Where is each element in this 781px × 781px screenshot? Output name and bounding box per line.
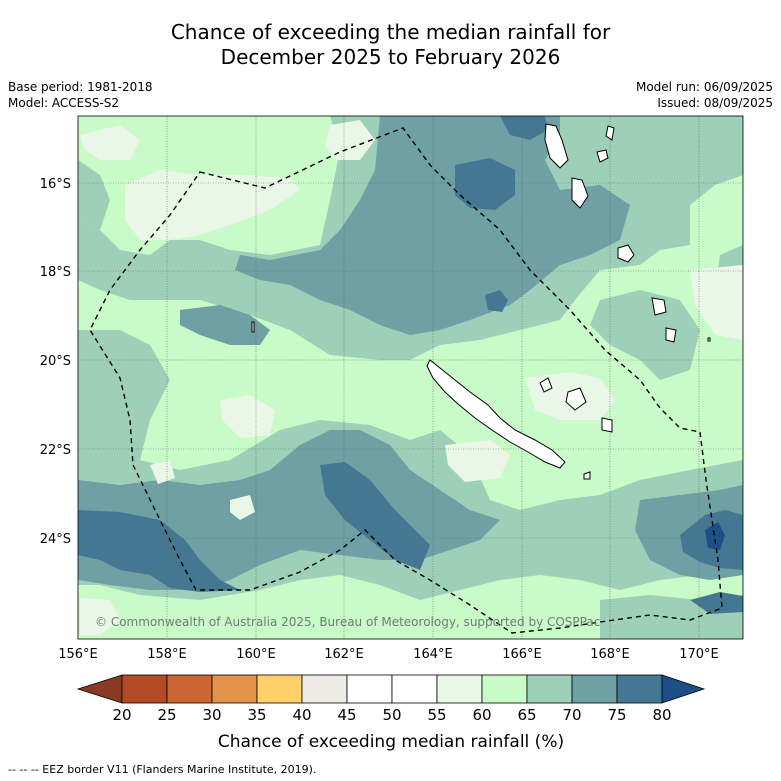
vanuatu-island-b: [605, 125, 615, 141]
lat-label: 20°S: [40, 354, 71, 369]
band-75-80-center: [320, 462, 430, 570]
colorbar-segment: [481, 674, 528, 704]
vanuatu-espiritu-santo: [544, 123, 569, 169]
lon-label: 164°E: [413, 647, 453, 662]
graticule: [78, 116, 743, 639]
model-name: Model: ACCESS-S2: [8, 96, 120, 110]
colorbar-tick: 50: [382, 706, 401, 724]
latitude-labels: 16°S 18°S 20°S 22°S 24°S: [40, 177, 71, 547]
colorbar-segment: [256, 674, 303, 704]
contour-field: [78, 116, 743, 639]
matthew-island: [707, 337, 711, 342]
lon-label: 166°E: [502, 647, 542, 662]
band-65-70-west: [78, 330, 170, 470]
colorbar-segment: [571, 674, 618, 704]
isle-of-pines: [583, 471, 591, 480]
loyalty-island-2: [565, 387, 587, 411]
band-55-60-ne: [690, 265, 743, 340]
band-75-80-spot: [485, 290, 508, 312]
band-80-plus: [705, 522, 725, 550]
colorbar-segment: [301, 674, 348, 704]
band-55-60-nw2: [325, 120, 375, 160]
lon-label: 158°E: [147, 647, 187, 662]
longitude-labels: 156°E 158°E 160°E 162°E 164°E 166°E 168°…: [58, 647, 719, 662]
band-75-80-nc: [455, 158, 515, 210]
lat-label: 18°S: [40, 265, 71, 280]
colorbar-segment: [391, 674, 438, 704]
issued-date: Issued: 08/09/2025: [657, 96, 773, 110]
colorbar-segment: [121, 674, 168, 704]
vanuatu-malekula: [571, 177, 589, 209]
coastlines: [251, 123, 711, 480]
colorbar-arrow-high: [661, 674, 706, 704]
copyright-text: © Commonwealth of Australia 2025, Bureau…: [95, 615, 600, 629]
colorbar-tick: 65: [517, 706, 536, 724]
meta-left: Base period: 1981-2018 Model: ACCESS-S2: [8, 79, 153, 111]
vanuatu-tanna: [665, 327, 677, 343]
band-55-60-spot2: [150, 460, 175, 484]
colorbar-segment: [346, 674, 393, 704]
colorbar-segment: [166, 674, 213, 704]
title-line-2: December 2025 to February 2026: [220, 45, 561, 69]
colorbar-tick: 75: [607, 706, 626, 724]
band-55-60-sw: [80, 598, 120, 635]
eez-border: [89, 127, 723, 634]
band-75-80-south: [78, 510, 240, 592]
band-65-70-east: [590, 290, 700, 380]
colorbar: [76, 674, 706, 704]
band-55-60-c: [445, 440, 510, 482]
lon-label: 156°E: [58, 647, 98, 662]
band-55-60-n: [125, 170, 300, 240]
colorbar-segment: [211, 674, 258, 704]
colorbar-segment: [436, 674, 483, 704]
lon-label: 162°E: [324, 647, 364, 662]
colorbar-tick: 20: [112, 706, 131, 724]
model-run: Model run: 06/09/2025: [635, 80, 773, 94]
colorbar-tick: 25: [157, 706, 176, 724]
band-55-60-nw: [80, 125, 140, 160]
colorbar-ticks: 20 25 30 35 40 45 50 55 60 65 70 75 80: [112, 706, 671, 724]
lon-label: 160°E: [236, 647, 276, 662]
base-period: Base period: 1981-2018: [8, 80, 153, 94]
colorbar-tick: 35: [247, 706, 266, 724]
colorbar-tick: 60: [472, 706, 491, 724]
chart-title: Chance of exceeding the median rainfall …: [0, 20, 781, 70]
vanuatu-erromango: [651, 297, 667, 316]
colorbar-tick: 80: [652, 706, 671, 724]
colorbar-segment: [526, 674, 573, 704]
band-55-60-w: [220, 395, 275, 438]
lat-label: 24°S: [40, 532, 71, 547]
vanuatu-efate: [617, 244, 635, 263]
chesterfield-islands: [251, 321, 255, 333]
colorbar-tick: 30: [202, 706, 221, 724]
loyalty-island-3: [601, 417, 613, 433]
band-65-70-left: [78, 160, 110, 230]
new-caledonia-island: [426, 359, 566, 469]
band-75-80-north: [500, 116, 548, 140]
band-70-75: [235, 116, 630, 335]
colorbar-tick: 40: [292, 706, 311, 724]
colorbar-tick: 45: [337, 706, 356, 724]
loyalty-island-1: [539, 377, 553, 393]
eez-footnote: -- -- -- EEZ border V11 (Flanders Marine…: [8, 763, 317, 776]
meta-right: Model run: 06/09/2025 Issued: 08/09/2025: [636, 79, 773, 111]
colorbar-tick: 55: [427, 706, 446, 724]
lat-label: 22°S: [40, 443, 71, 458]
band-75-80-se-b: [690, 592, 743, 614]
band-55-60-spot: [230, 495, 255, 520]
colorbar-tick: 70: [562, 706, 581, 724]
lon-label: 168°E: [590, 647, 630, 662]
title-line-1: Chance of exceeding the median rainfall …: [170, 20, 611, 44]
band-70-75-b: [180, 305, 270, 345]
vanuatu-island-a: [596, 149, 609, 163]
colorbar-arrow-low: [76, 674, 123, 704]
colorbar-segment: [616, 674, 663, 704]
colorbar-title: Chance of exceeding median rainfall (%): [218, 732, 564, 752]
map-frame: [77, 115, 744, 640]
lon-label: 170°E: [679, 647, 719, 662]
lat-label: 16°S: [40, 177, 71, 192]
